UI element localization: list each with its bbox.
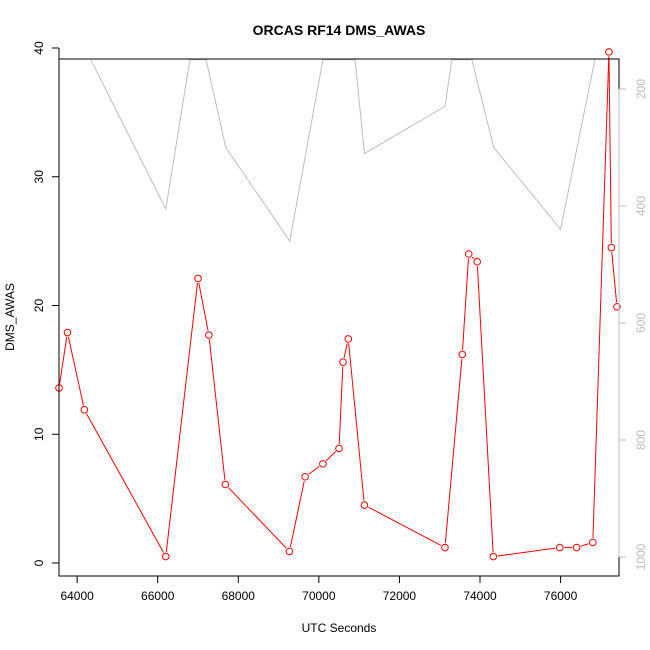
y-tick-label: 10 <box>32 427 46 441</box>
chart-title: ORCAS RF14 DMS_AWAS <box>253 22 426 38</box>
y-tick-label: 30 <box>32 170 46 184</box>
data-point <box>458 350 467 359</box>
series-segment <box>580 543 589 547</box>
data-point <box>339 358 347 366</box>
series-segment <box>476 266 494 553</box>
data-point <box>194 274 202 283</box>
data-point <box>80 405 89 414</box>
series-segment <box>497 547 556 557</box>
series-segment <box>67 336 84 406</box>
series-segment <box>611 251 618 303</box>
axes: 64000 66000 68000 70000 72000 74000 76000 0 10 20… <box>32 41 648 603</box>
data-point <box>285 547 294 556</box>
series-segment <box>348 343 365 501</box>
altitude-series-line <box>90 59 596 243</box>
data-point <box>605 48 613 56</box>
series-segment <box>208 339 226 481</box>
series-segment <box>165 282 198 553</box>
y2-tick-label: 600 <box>634 313 648 333</box>
data-point <box>205 331 213 339</box>
series-segment <box>325 451 337 462</box>
y-tick-label: 0 <box>32 559 46 566</box>
x-tick-label: 66000 <box>141 589 175 603</box>
data-point <box>161 552 170 561</box>
plot-frame <box>58 58 620 577</box>
primary-series-layer <box>55 48 621 561</box>
series-segment <box>228 487 287 549</box>
data-point <box>464 250 473 258</box>
series-segment <box>471 256 475 260</box>
x-tick-label: 68000 <box>222 589 256 603</box>
series-segment <box>343 343 348 358</box>
data-point <box>572 543 581 552</box>
x-tick-label: 72000 <box>383 589 417 603</box>
y-axis-label: DMS_AWAS <box>3 283 17 351</box>
data-point <box>607 243 616 252</box>
y2-tick-label: 200 <box>634 79 648 99</box>
data-point <box>473 257 481 266</box>
series-segment <box>462 258 469 350</box>
data-point <box>360 501 369 509</box>
secondary-series-layer <box>90 59 596 243</box>
y2-tick-label: 800 <box>634 430 648 450</box>
series-segment <box>592 56 610 538</box>
y2-tick-label: 400 <box>634 196 648 216</box>
data-point <box>301 472 309 481</box>
series-segment <box>444 358 463 544</box>
data-point <box>441 543 449 552</box>
series-segment <box>86 413 165 553</box>
data-point <box>319 460 327 468</box>
data-point <box>589 538 597 547</box>
series-segment <box>308 466 320 475</box>
data-point <box>489 552 498 561</box>
series-segment <box>289 481 305 548</box>
series-segment <box>338 366 344 444</box>
data-point <box>335 444 343 453</box>
x-tick-label: 76000 <box>544 589 578 603</box>
series-segment <box>608 56 612 244</box>
data-point <box>221 480 230 489</box>
series-segment <box>59 336 68 384</box>
series-segment <box>198 282 209 331</box>
x-tick-label: 74000 <box>463 589 497 603</box>
series-segment <box>368 506 442 546</box>
data-point <box>555 543 564 552</box>
x-tick-label: 70000 <box>302 589 336 603</box>
y2-tick-label: 1000 <box>634 543 648 570</box>
y-tick-label: 40 <box>32 41 46 55</box>
data-point <box>613 302 621 311</box>
data-point <box>344 335 353 343</box>
y-tick-label: 20 <box>32 299 46 313</box>
x-axis-label: UTC Seconds <box>302 621 377 635</box>
x-tick-label: 64000 <box>60 589 94 603</box>
data-point <box>63 328 72 337</box>
